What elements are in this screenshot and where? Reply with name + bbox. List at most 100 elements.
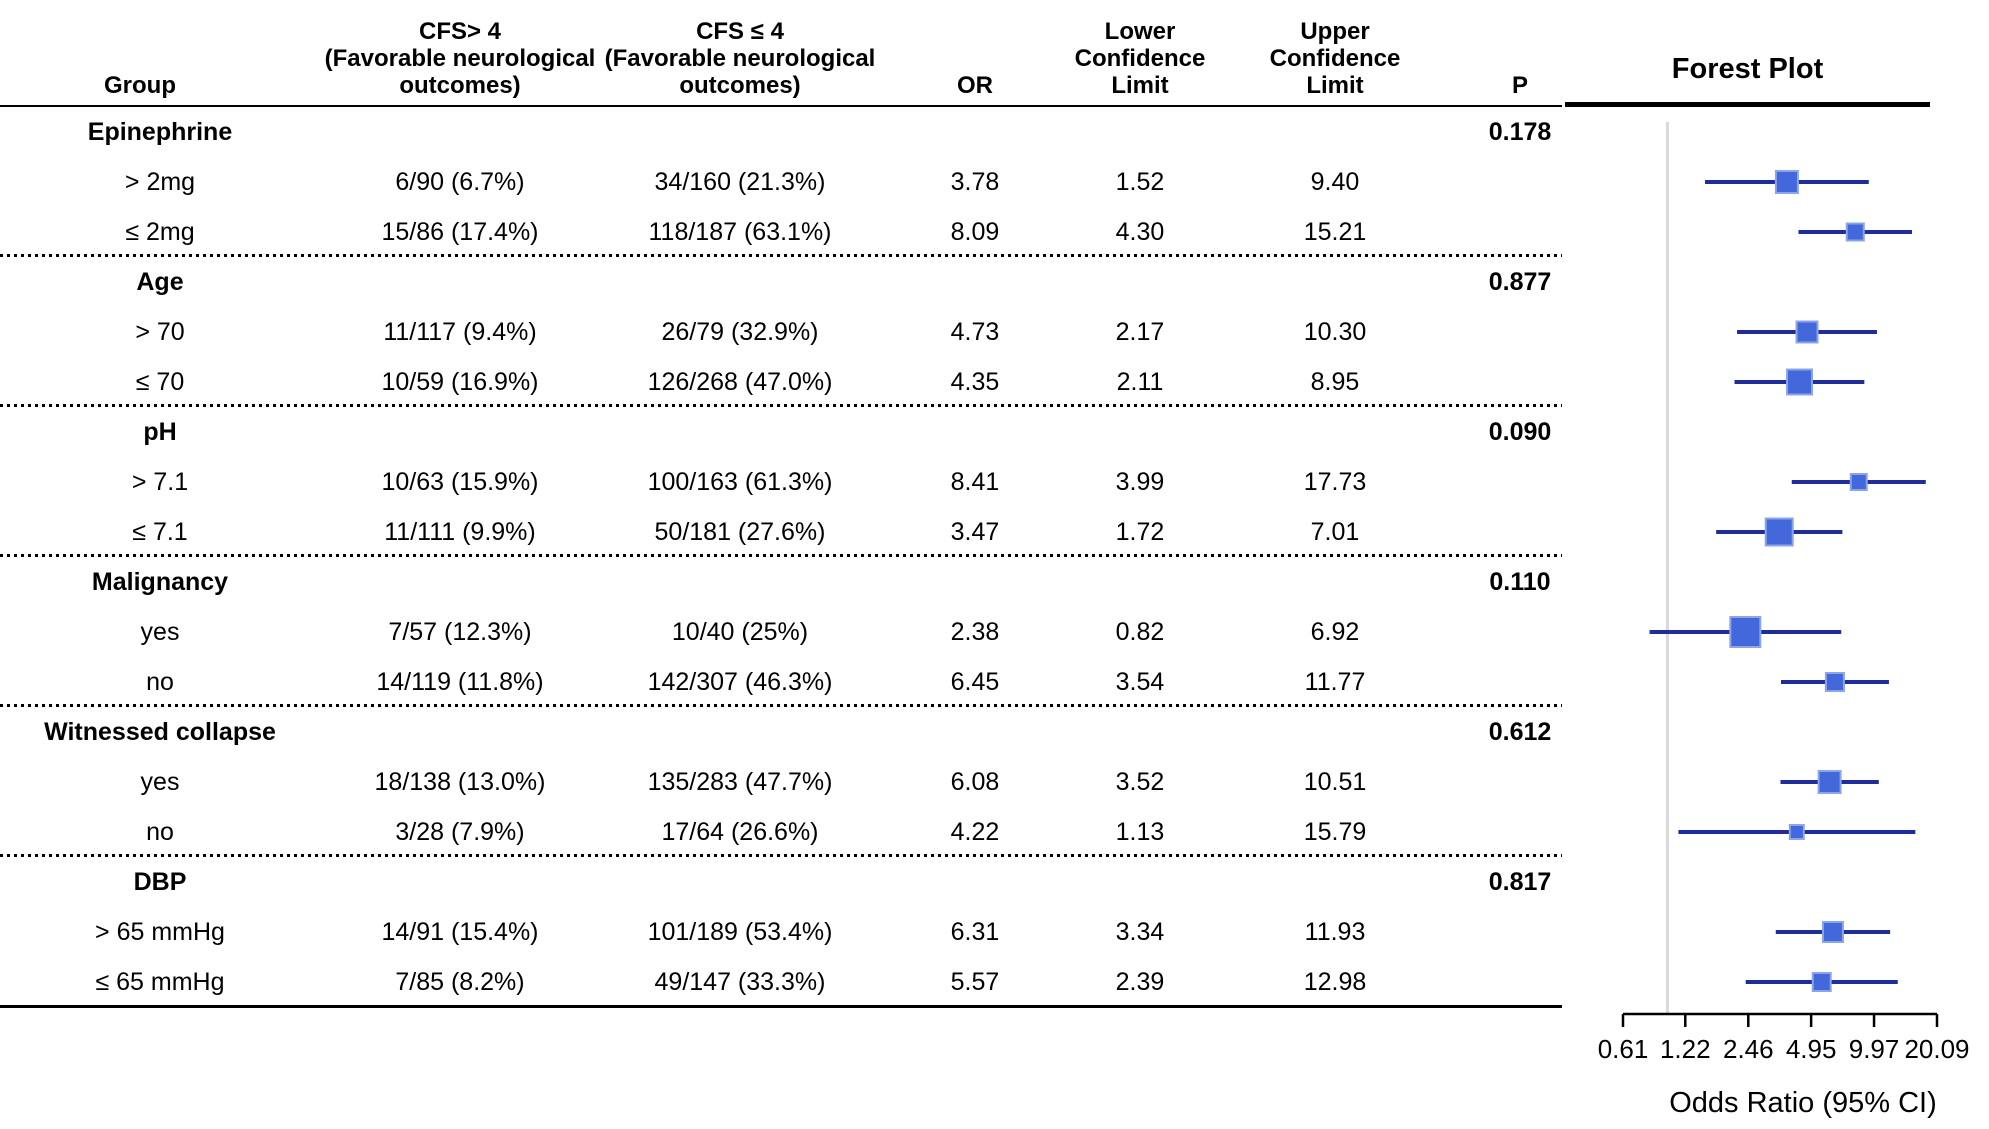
p-value: 0.817 (1488, 868, 1552, 896)
table-bottom-border (0, 1005, 1562, 1008)
table-row: no 14/119 (11.8%) 142/307 (46.3%) 6.45 3.54 1… (0, 657, 1989, 707)
group-name: Witnessed collapse (44, 718, 276, 746)
table-header-divider (0, 105, 1562, 107)
cfs-gt4-value: 14/119 (11.8%) (376, 668, 544, 696)
cfs-gt4-value: 3/28 (7.9%) (395, 818, 525, 846)
cfs-le4-value: 101/189 (53.4%) (647, 918, 833, 946)
p-value: 0.090 (1488, 418, 1552, 446)
col-header-or: OR (957, 72, 993, 99)
p-value: 0.877 (1488, 268, 1552, 296)
subgroup-label: no (146, 668, 174, 696)
lower-cl-value: 1.52 (1115, 168, 1165, 196)
lower-cl-value: 2.39 (1115, 968, 1165, 996)
upper-cl-value: 10.30 (1303, 318, 1367, 346)
upper-cl-value: 15.79 (1303, 818, 1367, 846)
or-value: 6.45 (950, 668, 1000, 696)
cfs-le4-value: 49/147 (33.3%) (654, 968, 826, 996)
upper-cl-value: 12.98 (1303, 968, 1367, 996)
group-header-row: Epinephrine 0.178 (0, 107, 1989, 157)
x-axis-label: Odds Ratio (95% CI) (1669, 1087, 1937, 1119)
table-row: ≤ 2mg 15/86 (17.4%) 118/187 (63.1%) 8.09 4.3… (0, 207, 1989, 257)
section-separator (0, 704, 1562, 707)
lower-cl-value: 1.72 (1115, 518, 1165, 546)
lower-cl-value: 3.99 (1115, 468, 1165, 496)
subgroup-label: yes (140, 768, 180, 796)
axis-tick-label: 4.95 (1786, 1034, 1837, 1064)
axis-tick-label: 2.46 (1723, 1034, 1774, 1064)
table-row: ≤ 7.1 11/111 (9.9%) 50/181 (27.6%) 3.47 1.72… (0, 507, 1989, 557)
group-header-row: Witnessed collapse 0.612 (0, 707, 1989, 757)
group-header-row: Age 0.877 (0, 257, 1989, 307)
group-name: Malignancy (91, 568, 229, 596)
upper-cl-value: 15.21 (1303, 218, 1367, 246)
table-row: ≤ 70 10/59 (16.9%) 126/268 (47.0%) 4.35 2.11… (0, 357, 1989, 407)
or-value: 8.41 (950, 468, 1000, 496)
lower-cl-value: 1.13 (1115, 818, 1165, 846)
table-row: > 70 11/117 (9.4%) 26/79 (32.9%) 4.73 2.17 10… (0, 307, 1989, 357)
upper-cl-value: 10.51 (1303, 768, 1367, 796)
group-name: Epinephrine (87, 118, 233, 146)
subgroup-label: ≤ 70 (135, 368, 185, 396)
upper-cl-value: 11.77 (1304, 668, 1366, 696)
cfs-le4-value: 17/64 (26.6%) (661, 818, 819, 846)
group-header-row: Malignancy 0.110 (0, 557, 1989, 607)
subgroup-label: > 70 (135, 318, 185, 346)
p-value: 0.612 (1488, 718, 1552, 746)
table-row: > 65 mmHg 14/91 (15.4%) 101/189 (53.4%) 6.3… (0, 907, 1989, 957)
group-name: DBP (133, 868, 187, 896)
axis-tick-label: 1.22 (1660, 1034, 1711, 1064)
upper-cl-value: 11.93 (1304, 918, 1366, 946)
cfs-gt4-value: 7/85 (8.2%) (395, 968, 525, 996)
cfs-gt4-value: 14/91 (15.4%) (381, 918, 539, 946)
p-value: 0.178 (1488, 118, 1552, 146)
cfs-le4-value: 26/79 (32.9%) (661, 318, 819, 346)
lower-cl-value: 2.11 (1116, 368, 1164, 396)
table-section: pH 0.090 > 7.1 10/63 (15.9%) 100/163 (61.3%)… (0, 407, 1989, 557)
table-body: Epinephrine 0.178 > 2mg 6/90 (6.7%) 34/160 (… (0, 107, 1989, 1007)
lower-cl-value: 2.17 (1115, 318, 1165, 346)
cfs-le4-value: 118/187 (63.1%) (648, 218, 832, 246)
table-header-row: Group CFS> 4 (Favorable neurological out… (0, 0, 1989, 107)
subgroup-label: ≤ 65 mmHg (95, 968, 225, 996)
table-section: Witnessed collapse 0.612 yes 18/138 (13.0%)… (0, 707, 1989, 857)
or-value: 4.22 (950, 818, 1000, 846)
axis-tick-label: 9.97 (1849, 1034, 1900, 1064)
or-value: 2.38 (950, 618, 1000, 646)
lower-cl-value: 0.82 (1115, 618, 1165, 646)
table-row: ≤ 65 mmHg 7/85 (8.2%) 49/147 (33.3%) 5.57 2.… (0, 957, 1989, 1007)
subgroup-label: yes (140, 618, 180, 646)
group-name: pH (143, 418, 177, 446)
table-row: yes 18/138 (13.0%) 135/283 (47.7%) 6.08 3.52… (0, 757, 1989, 807)
table-section: Epinephrine 0.178 > 2mg 6/90 (6.7%) 34/160 (… (0, 107, 1989, 257)
forest-plot-header-divider (1565, 102, 1930, 107)
cfs-gt4-value: 6/90 (6.7%) (395, 168, 525, 196)
cfs-gt4-value: 18/138 (13.0%) (374, 768, 546, 796)
p-value: 0.110 (1489, 568, 1551, 596)
cfs-le4-value: 135/283 (47.7%) (647, 768, 833, 796)
col-header-lower-cl: Lower Confidence Limit (1074, 18, 1206, 99)
subgroup-label: > 2mg (124, 168, 196, 196)
subgroup-label: > 7.1 (131, 468, 189, 496)
or-value: 4.35 (950, 368, 1000, 396)
axis-tick-label: 0.61 (1598, 1034, 1649, 1064)
table-section: Malignancy 0.110 yes 7/57 (12.3%) 10/40 (25%… (0, 557, 1989, 707)
cfs-le4-value: 50/181 (27.6%) (654, 518, 826, 546)
cfs-le4-value: 142/307 (46.3%) (647, 668, 833, 696)
or-value: 5.57 (950, 968, 1000, 996)
or-value: 3.78 (950, 168, 1000, 196)
cfs-gt4-value: 15/86 (17.4%) (381, 218, 539, 246)
lower-cl-value: 3.54 (1115, 668, 1165, 696)
subgroup-label: ≤ 7.1 (132, 518, 188, 546)
col-header-cfs-gt4: CFS> 4 (Favorable neurological outcomes) (324, 18, 596, 99)
col-header-group: Group (104, 72, 176, 99)
upper-cl-value: 8.95 (1310, 368, 1360, 396)
or-value: 6.08 (950, 768, 1000, 796)
cfs-gt4-value: 11/117 (9.4%) (383, 318, 537, 346)
cfs-le4-value: 10/40 (25%) (671, 618, 809, 646)
axis-tick-label: 20.09 (1904, 1034, 1969, 1064)
table-row: > 2mg 6/90 (6.7%) 34/160 (21.3%) 3.78 1.52 9.… (0, 157, 1989, 207)
upper-cl-value: 7.01 (1310, 518, 1360, 546)
section-separator (0, 404, 1562, 407)
cfs-gt4-value: 11/111 (9.9%) (384, 518, 536, 546)
